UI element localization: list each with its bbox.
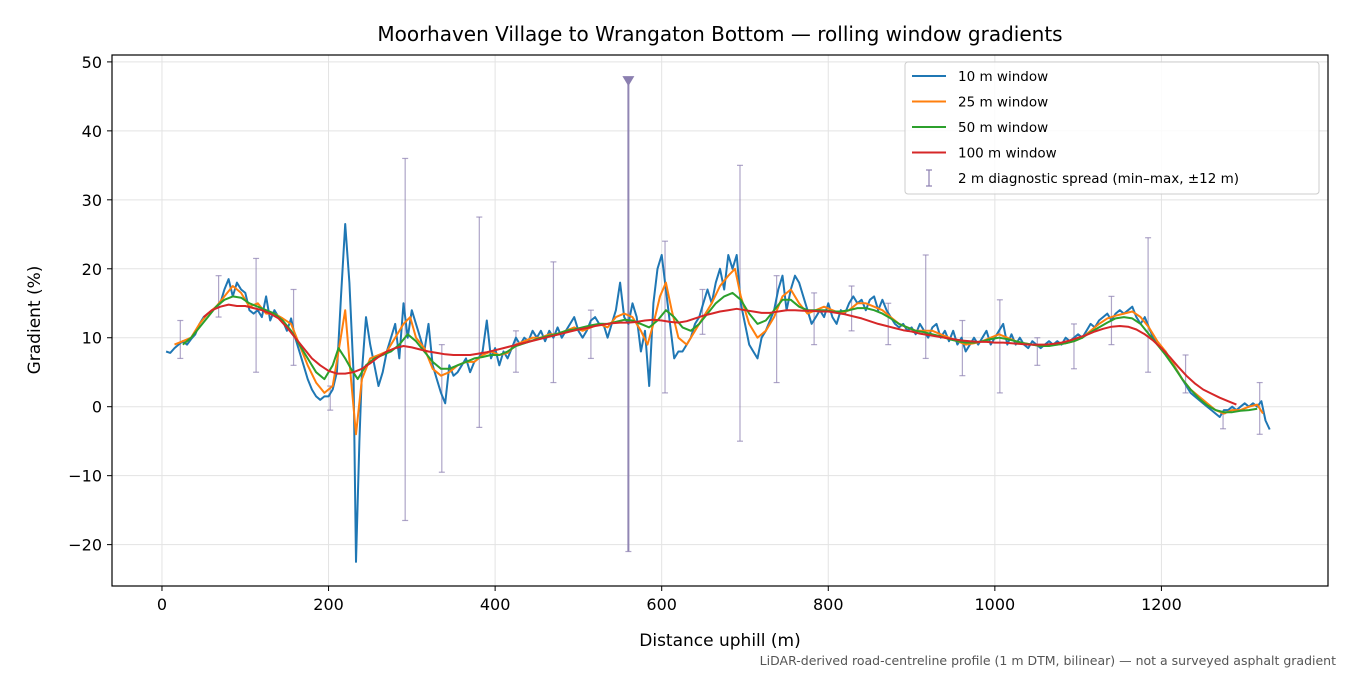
spread-bar	[1070, 323, 1077, 370]
legend-label: 25 m window	[958, 95, 1048, 111]
series-line	[182, 291, 1258, 414]
x-tick-label: 1200	[1141, 595, 1182, 614]
y-tick-label: 0	[92, 398, 102, 417]
clipped-marker-icon	[622, 76, 635, 87]
y-tick-label: −10	[68, 467, 102, 486]
x-axis-label: Distance uphill (m)	[639, 631, 800, 651]
spread-bar	[253, 257, 260, 373]
x-tick-label: 600	[646, 595, 677, 614]
spread-bar	[959, 319, 966, 377]
spread-bar	[177, 319, 184, 360]
legend-box	[904, 61, 1320, 195]
x-axis-ticks: 0 200 400 600 800 1000 1200	[157, 586, 1182, 614]
spread-bar	[587, 309, 594, 360]
spread-bar	[550, 261, 557, 384]
spread-bar	[699, 288, 706, 335]
x-tick-label: 1000	[974, 595, 1015, 614]
y-tick-label: 40	[82, 122, 102, 141]
spread-bar	[438, 344, 445, 473]
x-tick-label: 800	[813, 595, 844, 614]
plot-frame	[111, 54, 1329, 587]
spread-bar	[1034, 337, 1041, 366]
y-tick-label: 10	[82, 329, 102, 348]
chart-title: Moorhaven Village to Wrangaton Bottom — …	[377, 22, 1062, 46]
series-line	[165, 223, 1271, 563]
spread-bar	[476, 216, 483, 428]
legend-label: 100 m window	[958, 146, 1057, 162]
x-tick-label: 200	[313, 595, 344, 614]
spread-bar	[402, 157, 409, 522]
y-axis-ticks: −20 −10 0 10 20 30 40 50	[68, 53, 112, 555]
spread-bar	[1145, 237, 1152, 373]
y-tick-label: 20	[82, 260, 102, 279]
x-tick-label: 400	[480, 595, 511, 614]
x-tick-label: 0	[157, 595, 167, 614]
y-tick-label: 30	[82, 191, 102, 210]
spread-bar	[215, 275, 222, 318]
spread-bar	[885, 302, 892, 346]
spread-bar	[996, 299, 1003, 394]
spread-bar	[922, 254, 929, 360]
series-lines	[165, 223, 1271, 563]
y-tick-label: −20	[68, 536, 102, 555]
legend-label: 50 m window	[958, 120, 1048, 136]
legend-label: 10 m window	[958, 69, 1048, 85]
spread-bar	[662, 240, 669, 394]
y-axis-label: Gradient (%)	[25, 266, 45, 375]
footnote: LiDAR-derived road-centreline profile (1…	[760, 653, 1336, 668]
y-tick-label: 50	[82, 53, 102, 72]
legend-label: 2 m diagnostic spread (min–max, ±12 m)	[958, 171, 1239, 187]
series-line	[202, 303, 1237, 406]
legend: 10 m window 25 m window 50 m window 100 m w…	[904, 61, 1320, 195]
